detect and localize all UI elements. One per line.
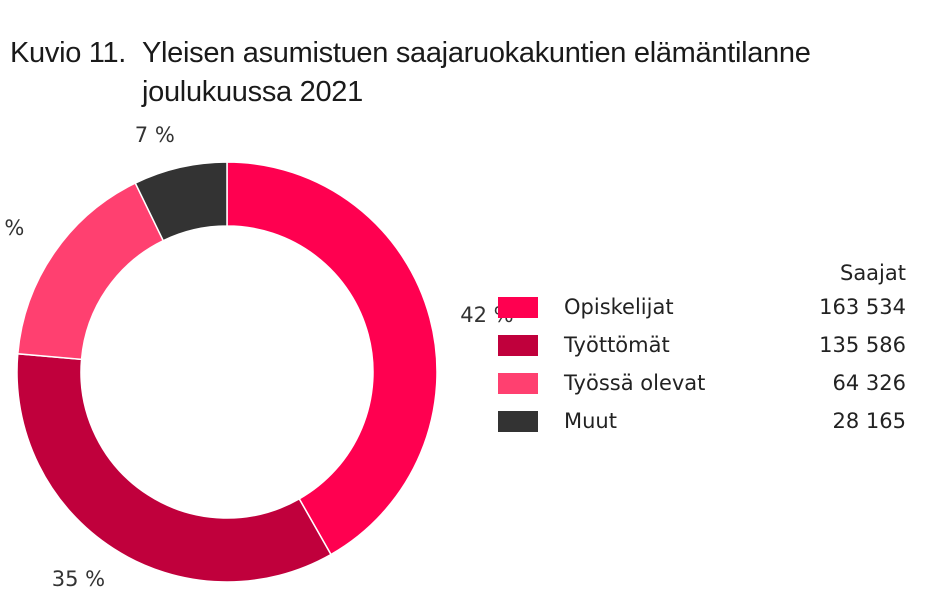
legend-item-tyottomat: Työttömät 135 586 [498, 326, 918, 364]
legend-swatch [498, 297, 538, 318]
legend-label: Työttömät [564, 333, 670, 357]
legend-item-muut: Muut 28 165 [498, 402, 918, 440]
legend-header: Saajat [839, 261, 906, 285]
legend-swatch [498, 411, 538, 432]
legend-value: 64 326 [832, 371, 906, 395]
legend-value: 163 534 [819, 295, 906, 319]
slice-opiskelijat [226, 161, 438, 556]
percent-label-muut: 7 % [135, 123, 175, 147]
legend-swatch [498, 335, 538, 356]
slice-tyossa-olevat [16, 182, 165, 361]
legend-swatch [498, 373, 538, 394]
slice-tyottomat [16, 352, 332, 583]
legend-value: 28 165 [832, 409, 906, 433]
figure-number: Kuvio 11. [10, 37, 127, 69]
slice-muut [134, 161, 228, 242]
legend: Saajat Opiskelijat 163 534 Työttömät 135 58… [498, 258, 918, 440]
title-line-1: Yleisen asumistuen saajaruokakuntien elä… [142, 37, 811, 69]
legend-item-opiskelijat: Opiskelijat 163 534 [498, 288, 918, 326]
legend-label: Muut [564, 409, 617, 433]
legend-item-tyossa-olevat: Työssä olevat 64 326 [498, 364, 918, 402]
chart-title: Kuvio 11. Yleisen asumistuen saajaruokaku… [10, 34, 930, 112]
percent-label-tyottomat: 35 % [52, 567, 105, 591]
legend-value: 135 586 [819, 333, 906, 357]
legend-label: Työssä olevat [564, 371, 706, 395]
percent-label-tyossa-olevat: 16 % [0, 216, 24, 240]
legend-label: Opiskelijat [564, 295, 674, 319]
title-line-2: joulukuussa 2021 [142, 76, 363, 108]
